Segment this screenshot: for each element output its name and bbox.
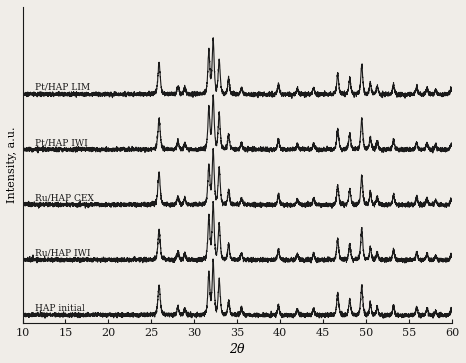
- Text: Pt/HAP IWI: Pt/HAP IWI: [35, 138, 88, 147]
- Text: Ru/HAP CEX: Ru/HAP CEX: [35, 193, 94, 202]
- Text: Ru/HAP IWI: Ru/HAP IWI: [35, 249, 91, 257]
- X-axis label: 2θ: 2θ: [229, 343, 245, 356]
- Text: Pt/HAP LIM: Pt/HAP LIM: [35, 83, 90, 92]
- Y-axis label: Intensity, a.u.: Intensity, a.u.: [7, 127, 17, 203]
- Text: HAP initial: HAP initial: [35, 304, 85, 313]
